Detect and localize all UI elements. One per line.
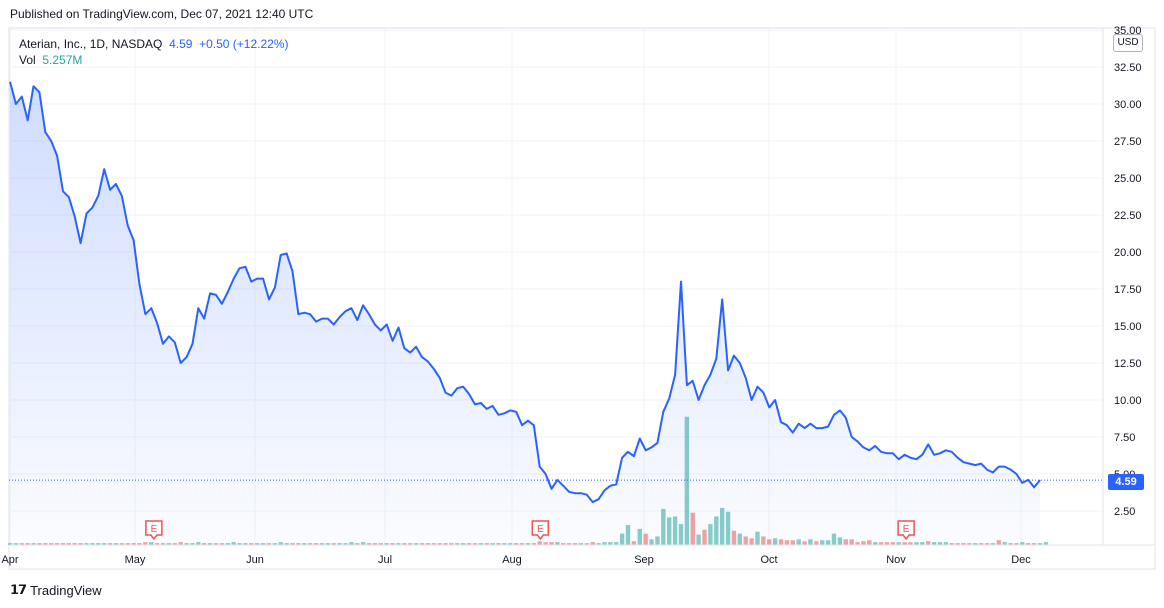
earnings-marker-label: E	[151, 524, 158, 535]
volume-bar	[1043, 542, 1049, 545]
footer-brand: 𝟭𝟳 TradingView	[10, 582, 102, 598]
earnings-marker: E	[897, 520, 915, 541]
y-tick-label: 20.00	[1114, 247, 1142, 259]
earnings-marker-shape	[145, 520, 163, 541]
symbol-label[interactable]: Aterian, Inc., 1D, NASDAQ	[19, 37, 163, 51]
legend-row-price: Aterian, Inc., 1D, NASDAQ 4.59 +0.50 (+1…	[19, 36, 289, 52]
y-tick-label: 10.00	[1114, 395, 1142, 407]
price-line	[9, 81, 1041, 504]
x-tick-label: May	[125, 554, 146, 566]
earnings-marker-label: E	[537, 524, 544, 535]
tradingview-logo-icon: 𝟭𝟳	[10, 582, 27, 597]
brand-label: TradingView	[30, 582, 102, 598]
earnings-marker-shape	[897, 520, 915, 541]
x-tick-label: Jun	[246, 554, 264, 566]
price-area-fill	[10, 81, 1040, 546]
y-tick-label: 12.50	[1114, 358, 1142, 370]
legend-row-volume: Vol 5.257M	[19, 52, 289, 68]
time-axis: Apr May Jun Jul Aug Sep Oct Nov Dec	[1, 554, 1031, 566]
y-tick-label: 27.50	[1114, 136, 1142, 148]
x-tick-label: Aug	[502, 554, 522, 566]
y-tick-label: 32.50	[1114, 62, 1142, 74]
price-change-value: +0.50 (+12.22%)	[199, 37, 289, 51]
x-tick-label: Nov	[886, 554, 906, 566]
x-tick-label: Oct	[760, 554, 777, 566]
currency-button[interactable]: USD	[1113, 34, 1143, 52]
y-tick-label: 2.50	[1114, 506, 1135, 518]
earnings-marker: E	[531, 520, 550, 541]
published-line: Published on TradingView.com, Dec 07, 20…	[10, 7, 314, 21]
earnings-marker-label: E	[903, 524, 910, 535]
last-price-badge: 4.59	[1108, 474, 1144, 490]
y-tick-label: 17.50	[1114, 284, 1142, 296]
last-price-value: 4.59	[169, 37, 193, 51]
x-tick-label: Dec	[1011, 554, 1031, 566]
x-tick-label: Sep	[634, 554, 654, 566]
earnings-marker: E	[145, 520, 163, 541]
price-axis: 2.505.007.5010.0012.5015.0017.5020.0022.…	[1114, 25, 1142, 518]
y-tick-label: 7.50	[1114, 432, 1135, 444]
volume-value: 5.257M	[42, 53, 83, 67]
y-tick-label: 22.50	[1114, 210, 1142, 222]
y-tick-label: 15.00	[1114, 321, 1142, 333]
y-tick-label: 30.00	[1114, 99, 1142, 111]
x-tick-label: Apr	[1, 554, 18, 566]
x-tick-label: Jul	[378, 554, 392, 566]
volume-label[interactable]: Vol	[19, 53, 36, 67]
legend: Aterian, Inc., 1D, NASDAQ 4.59 +0.50 (+1…	[19, 36, 289, 68]
y-tick-label: 25.00	[1114, 173, 1142, 185]
earnings-marker-shape	[531, 520, 550, 541]
